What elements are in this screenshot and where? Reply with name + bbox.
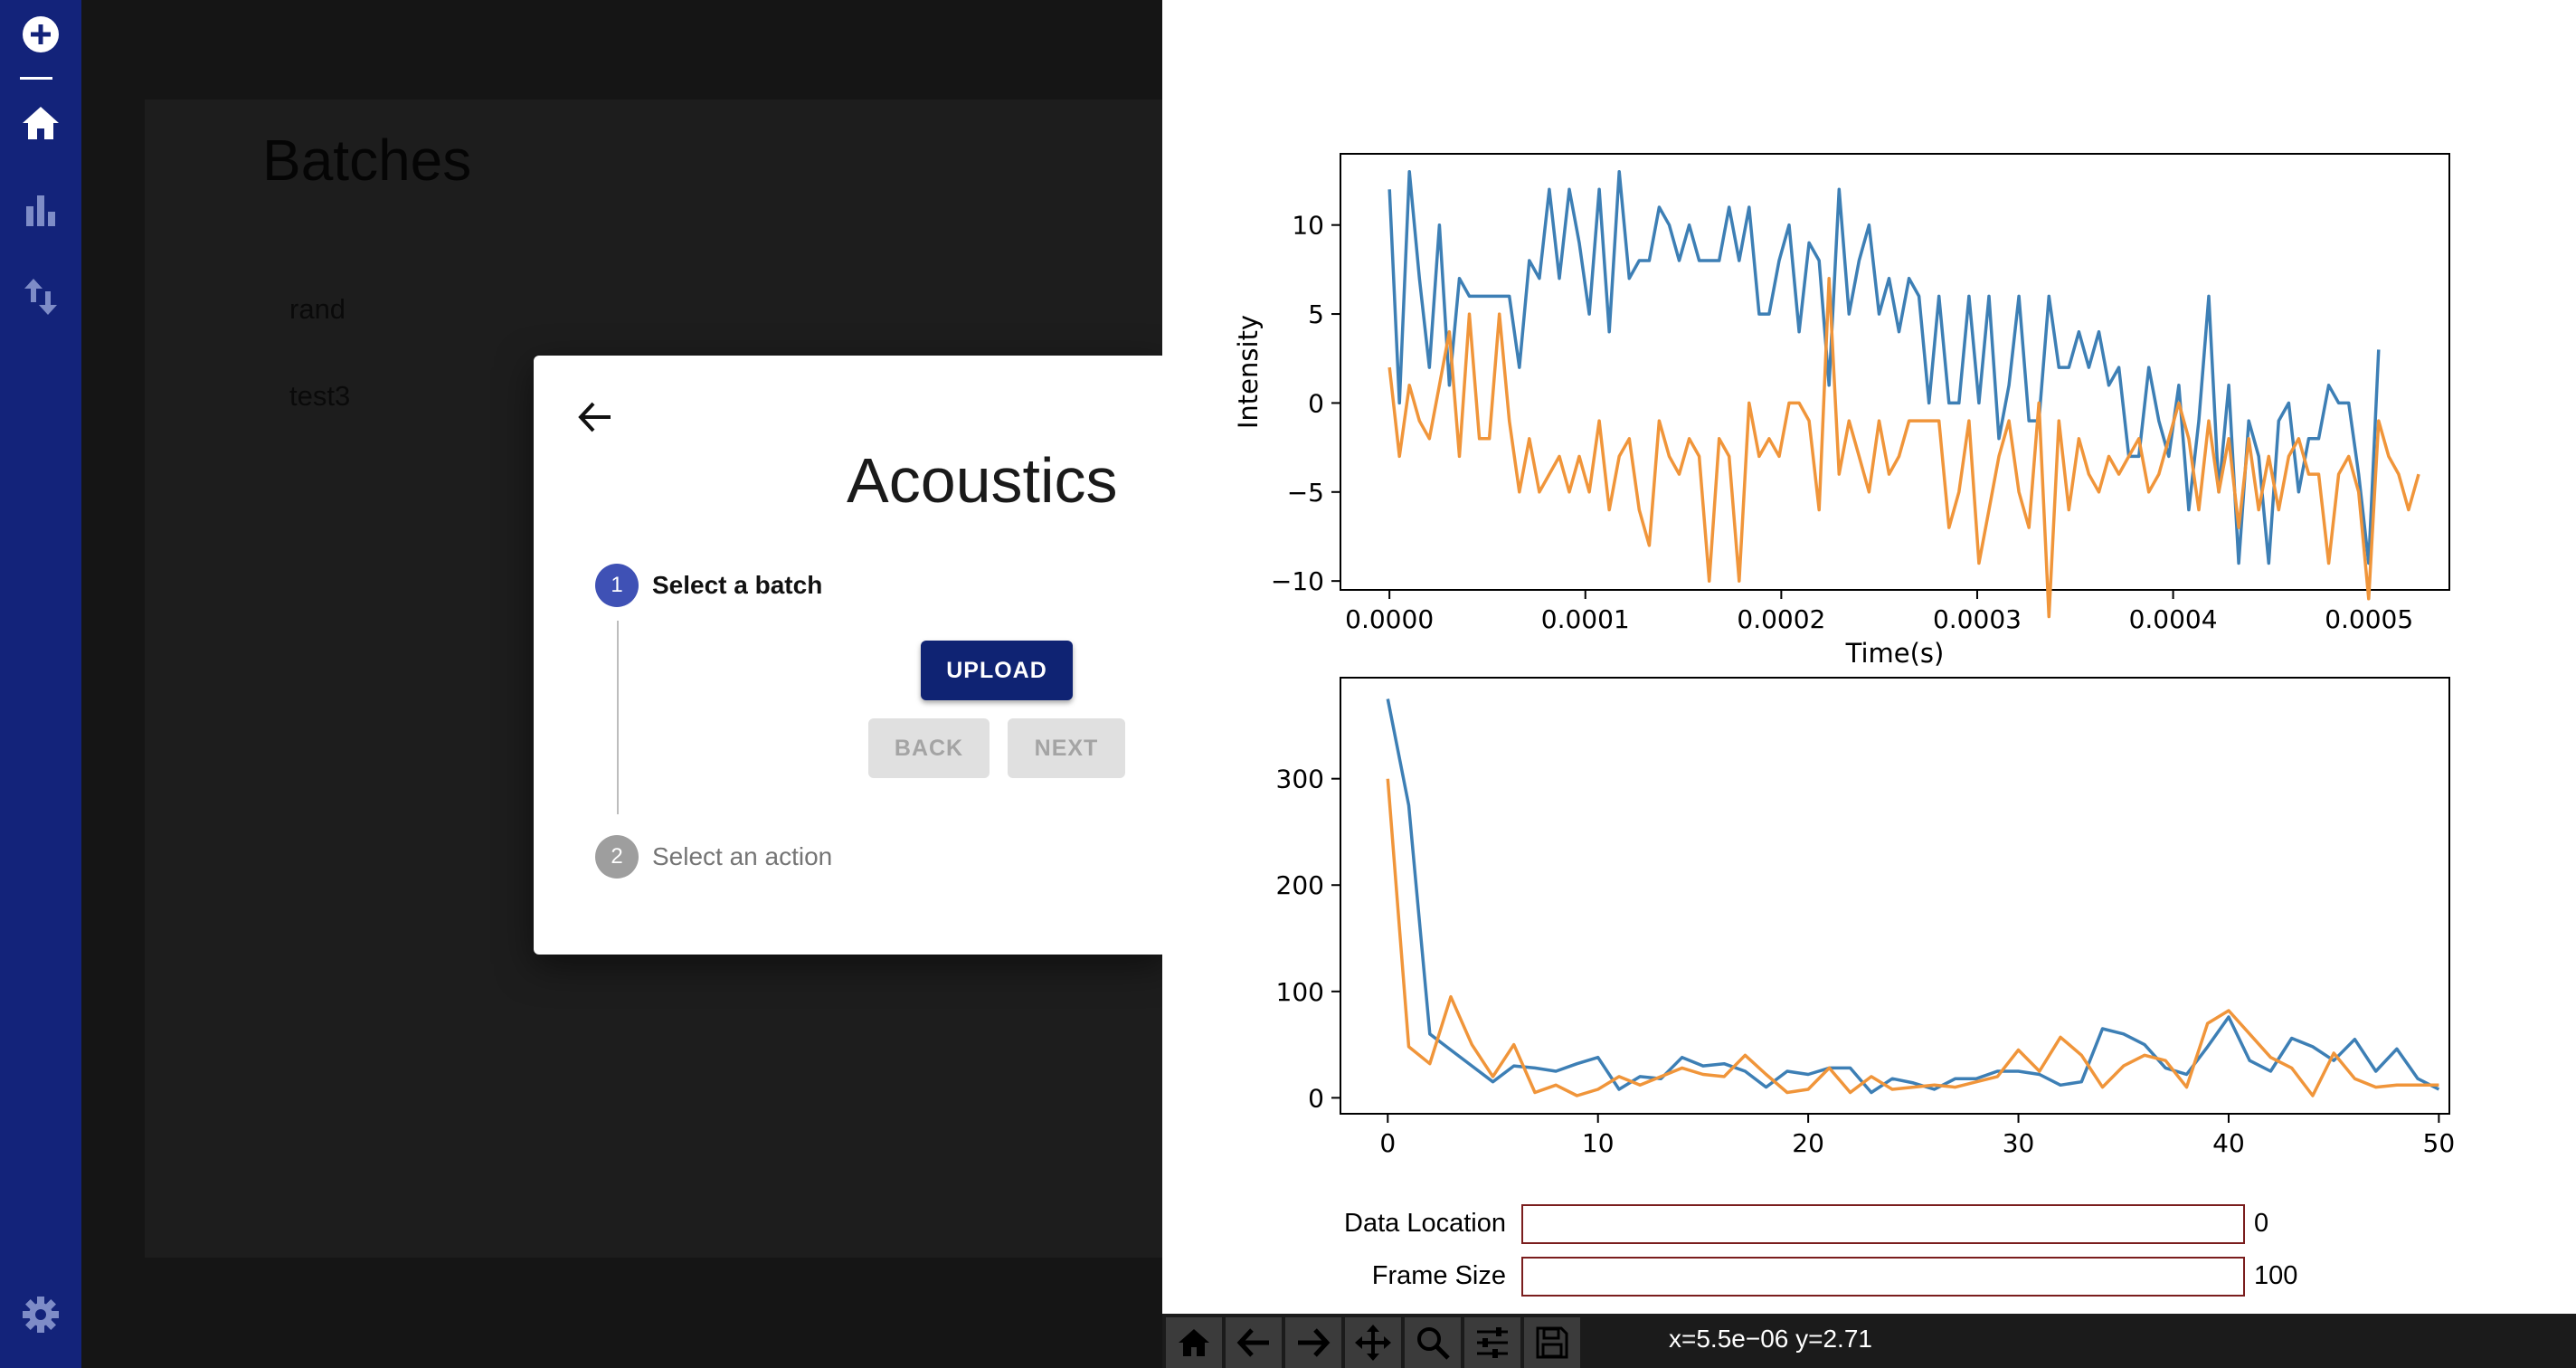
add-circle-icon — [23, 16, 59, 52]
data-location-value: 0 — [2254, 1209, 2269, 1238]
chart2-xtick-label: 50 — [2423, 1128, 2456, 1158]
data-location-label: Data Location — [1344, 1209, 1506, 1238]
chart1-xtick-label: 0.0005 — [2325, 604, 2413, 634]
gear-icon — [23, 1297, 59, 1333]
frame-size-value: 100 — [2254, 1261, 2298, 1290]
toolbar-pan-button[interactable] — [1345, 1317, 1401, 1368]
toolbar-zoom-button[interactable] — [1405, 1317, 1461, 1368]
chart1-xtick-label: 0.0004 — [2129, 604, 2218, 634]
plot-window: 0.0000 0.0001 0.0002 0.0003 0.0004 0.0005 10 5 0… — [1162, 0, 2576, 1368]
home-icon — [1179, 1329, 1209, 1356]
bar-chart-icon — [26, 195, 55, 226]
arrow-left-icon — [578, 402, 611, 432]
chart2-ytick-label: 0 — [1308, 1083, 1324, 1113]
back-icon — [1236, 1328, 1269, 1357]
batch-item-test3[interactable]: test3 — [289, 380, 351, 412]
dialog-back-button[interactable] — [570, 392, 620, 442]
toolbar-forward-button[interactable] — [1285, 1317, 1341, 1368]
chart2-xtick-label: 40 — [2212, 1128, 2245, 1158]
chart1-ytick-label: 0 — [1308, 388, 1324, 418]
chart1-xtick-label: 0.0001 — [1541, 604, 1630, 634]
chart1-axes-frame — [1340, 153, 2450, 591]
upload-button[interactable]: UPLOAD — [921, 641, 1073, 700]
home-icon — [23, 107, 59, 139]
chart2-ytick-label: 300 — [1276, 765, 1324, 794]
frame-size-label: Frame Size — [1371, 1261, 1506, 1290]
batch-item-rand[interactable]: rand — [289, 293, 346, 325]
chart1-xlabel: Time(s) — [1845, 638, 1945, 669]
forward-icon — [1298, 1328, 1331, 1357]
configure-icon — [1477, 1327, 1508, 1358]
toolbar-back-button[interactable] — [1226, 1317, 1282, 1368]
chart2-ytick-label: 200 — [1276, 870, 1324, 900]
nav-charts-button[interactable] — [14, 183, 68, 237]
frame-size-slider[interactable] — [1521, 1257, 2245, 1297]
step-1-label: Select a batch — [652, 571, 823, 599]
chart2-xtick-label: 20 — [1792, 1128, 1824, 1158]
zoom-icon — [1417, 1327, 1450, 1360]
chart2-xtick-label: 0 — [1379, 1128, 1396, 1158]
toolbar-save-button[interactable] — [1524, 1317, 1580, 1368]
nav-transfer-button[interactable] — [14, 270, 68, 324]
dialog-title: Acoustics — [847, 445, 1118, 516]
chart1-ytick-label: −10 — [1271, 566, 1324, 596]
plot-toolbar: x=5.5e−06 y=2.71 — [1162, 1314, 2576, 1368]
chart1-ytick-label: 10 — [1292, 211, 1324, 241]
toolbar-home-button[interactable] — [1166, 1317, 1222, 1368]
toolbar-configure-button[interactable] — [1464, 1317, 1520, 1368]
app-sidebar — [0, 0, 81, 1368]
chart1-series-2-line — [1387, 276, 2420, 619]
pan-icon — [1355, 1325, 1391, 1361]
sidebar-divider — [20, 77, 52, 80]
save-icon — [1536, 1326, 1568, 1359]
chart1-series-1-line — [1387, 169, 2381, 565]
cursor-coordinates: x=5.5e−06 y=2.71 — [1669, 1325, 1872, 1353]
back-button[interactable]: BACK — [868, 718, 990, 778]
chart1-ylabel: Intensity — [1233, 315, 1264, 429]
data-location-slider[interactable] — [1521, 1204, 2245, 1244]
chart2-ytick-label: 100 — [1276, 977, 1324, 1007]
step-1-badge: 1 — [595, 564, 639, 607]
chart1-xtick-label: 0.0000 — [1345, 604, 1434, 634]
swap-vertical-icon — [24, 279, 57, 315]
step-2-label: Select an action — [652, 842, 833, 870]
nav-home-button[interactable] — [14, 96, 68, 150]
page-title: Batches — [262, 128, 472, 193]
step-2-badge: 2 — [595, 835, 639, 879]
chart1-ytick-label: −5 — [1287, 478, 1324, 508]
chart2-axes-frame — [1340, 677, 2450, 1115]
stepper-connector — [617, 621, 619, 814]
chart2-xtick-label: 30 — [2003, 1128, 2035, 1158]
chart1-ytick-label: 5 — [1308, 299, 1324, 329]
chart2-xtick-label: 10 — [1582, 1128, 1615, 1158]
nav-settings-button[interactable] — [14, 1287, 68, 1342]
chart1-xtick-label: 0.0003 — [1933, 604, 2022, 634]
acoustics-dialog: Acoustics 1 Select a batch UPLOAD BACK N… — [534, 356, 1167, 955]
plot-canvas[interactable]: 0.0000 0.0001 0.0002 0.0003 0.0004 0.00051050… — [1162, 0, 2576, 1314]
next-button[interactable]: NEXT — [1008, 718, 1125, 778]
chart2-series-1-line — [1386, 698, 2440, 1095]
chart1-xtick-label: 0.0002 — [1737, 604, 1825, 634]
chart2-series-2-line — [1386, 778, 2439, 1097]
nav-add-button[interactable] — [14, 7, 68, 62]
